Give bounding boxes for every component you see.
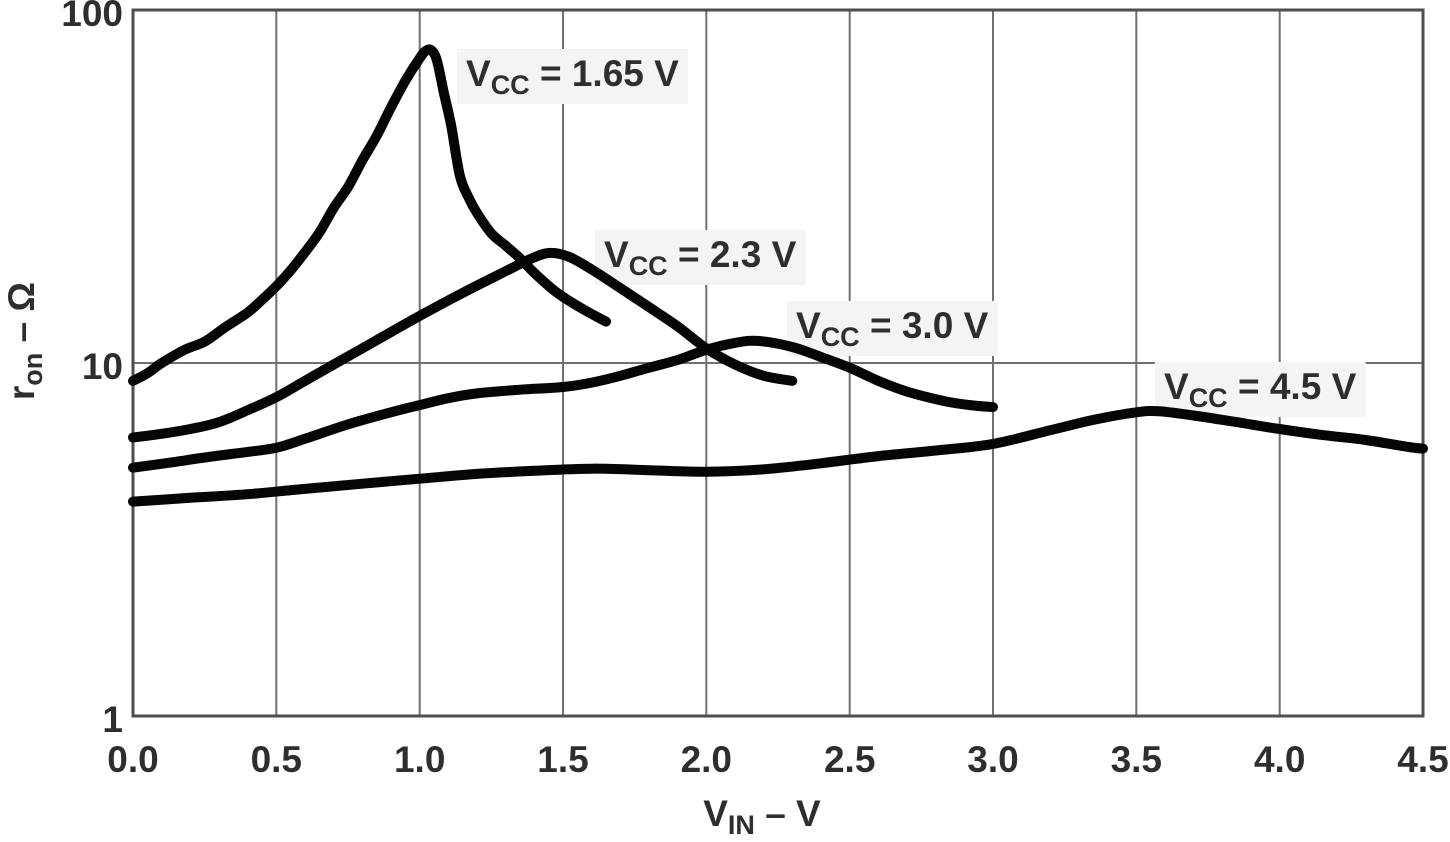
x-tick-label: 2.0 (681, 739, 732, 780)
curve-vcc-4.5-v (128, 405, 1428, 507)
y-tick-label: 10 (82, 346, 123, 387)
y-tick-label: 100 (61, 0, 123, 34)
curve-label: VCC = 4.5 V (1164, 366, 1357, 413)
plot-border (131, 8, 1425, 718)
curve-label-bg (457, 49, 689, 104)
curve-vcc-3.0-v (128, 335, 998, 473)
curve-vcc-2.3-v (128, 247, 798, 443)
curve-label: VCC = 2.3 V (604, 234, 797, 281)
label-backgrounds (457, 49, 1366, 417)
curve-vcc-1.65-v (128, 44, 611, 386)
curve-label-bg (787, 301, 998, 356)
curves (128, 44, 1428, 507)
x-tick-label: 1.5 (537, 739, 588, 780)
x-tick-label: 3.0 (967, 739, 1018, 780)
curve-label-bg (1155, 362, 1366, 417)
y-axis-title: ron – Ω (1, 282, 48, 400)
x-tick-label: 4.0 (1254, 739, 1305, 780)
x-tick-label: 0.5 (251, 739, 302, 780)
curve-label-bg (595, 230, 806, 285)
x-tick-label: 2.5 (824, 739, 875, 780)
x-tick-label: 1.0 (394, 739, 445, 780)
x-tick-label: 4.5 (1397, 739, 1448, 780)
x-tick-label: 3.5 (1111, 739, 1162, 780)
x-axis-title: VIN – V (703, 793, 821, 840)
y-tick-label: 1 (102, 699, 123, 740)
curve-label: VCC = 3.0 V (796, 305, 989, 352)
curve-label: VCC = 1.65 V (466, 53, 679, 100)
x-tick-label: 0.0 (107, 739, 158, 780)
